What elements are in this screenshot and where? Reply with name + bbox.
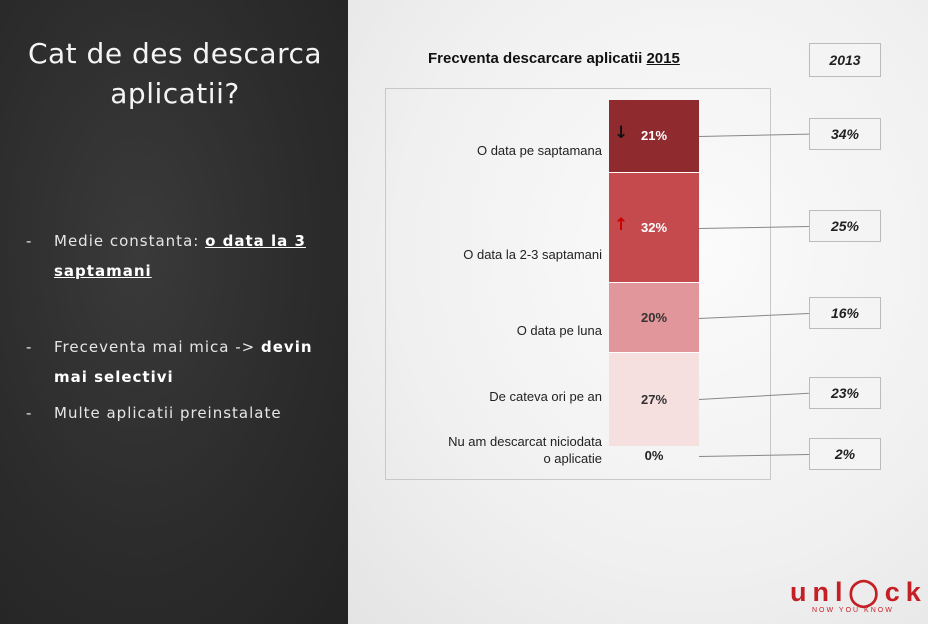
bar-segment: 27% <box>609 352 699 446</box>
category-label: O data pe saptamana <box>476 143 602 158</box>
data-label: 27% <box>640 391 668 407</box>
chart-title-text: Frecventa descarcare aplicatii <box>428 50 643 67</box>
year-2013-value: 23% <box>809 377 881 409</box>
data-label: 32% <box>640 220 668 236</box>
bullet-dash: - <box>26 338 33 356</box>
category-label: De cateva ori pe an <box>489 389 602 404</box>
arrow-up-icon: ↑ <box>614 215 629 236</box>
slide-title: Cat de des descarca aplicatii? <box>20 34 330 114</box>
year-2013-value: 25% <box>809 210 881 242</box>
category-label: Nu am descarcat niciodata o aplicatie <box>448 434 602 466</box>
bar-segment: 32% <box>609 172 699 284</box>
bar-segment: 20% <box>609 283 699 353</box>
bullet-dash: - <box>26 404 33 422</box>
year-2013-value: 16% <box>809 297 881 329</box>
bullet-preinstalled: - Multe aplicatii preinstalate <box>26 398 326 428</box>
bullet-emphasis: o data la 3 saptamani <box>54 232 306 280</box>
category-label: O data pe luna <box>516 323 602 338</box>
bullet-emphasis: devin mai selectivi <box>54 338 313 386</box>
data-label: 21% <box>640 128 668 144</box>
year-2013-value: 2% <box>809 438 881 470</box>
logo-tagline: NOW YOU KNOW <box>812 607 894 614</box>
unlock-logo: unl◯ck NOW YOU KNOW <box>790 577 924 617</box>
arrow-down-icon: ↓ <box>614 123 629 144</box>
slide-title-line-2: aplicatii? <box>110 77 240 110</box>
category-label: O data la 2-3 saptamani <box>463 247 602 262</box>
chart-frame <box>385 88 771 480</box>
bullet-text: Freceventa mai mica -> <box>54 338 262 356</box>
data-label: 20% <box>640 309 668 325</box>
chart-title: Frecventa descarcare aplicatii 2015 <box>428 50 680 67</box>
bullet-average: - Medie constanta: o data la 3 saptamani <box>26 226 326 286</box>
bullet-dash: - <box>26 232 33 250</box>
bar-segment: 21% <box>609 100 699 173</box>
year-2013-header: 2013 <box>809 43 881 77</box>
slide-title-line-1: Cat de des descarca <box>27 37 323 70</box>
logo-wordmark: unl◯ck <box>790 577 927 607</box>
chalkboard-panel: Cat de des descarca aplicatii? - Medie c… <box>0 0 348 624</box>
bullet-text: Multe aplicatii preinstalate <box>54 404 282 422</box>
year-2013-value: 34% <box>809 118 881 150</box>
bullet-frequency: - Freceventa mai mica -> devin mai selec… <box>26 332 326 392</box>
chart-title-year: 2015 <box>646 50 680 67</box>
data-label: 0% <box>644 448 664 463</box>
bullet-text: Medie constanta: <box>54 232 206 250</box>
